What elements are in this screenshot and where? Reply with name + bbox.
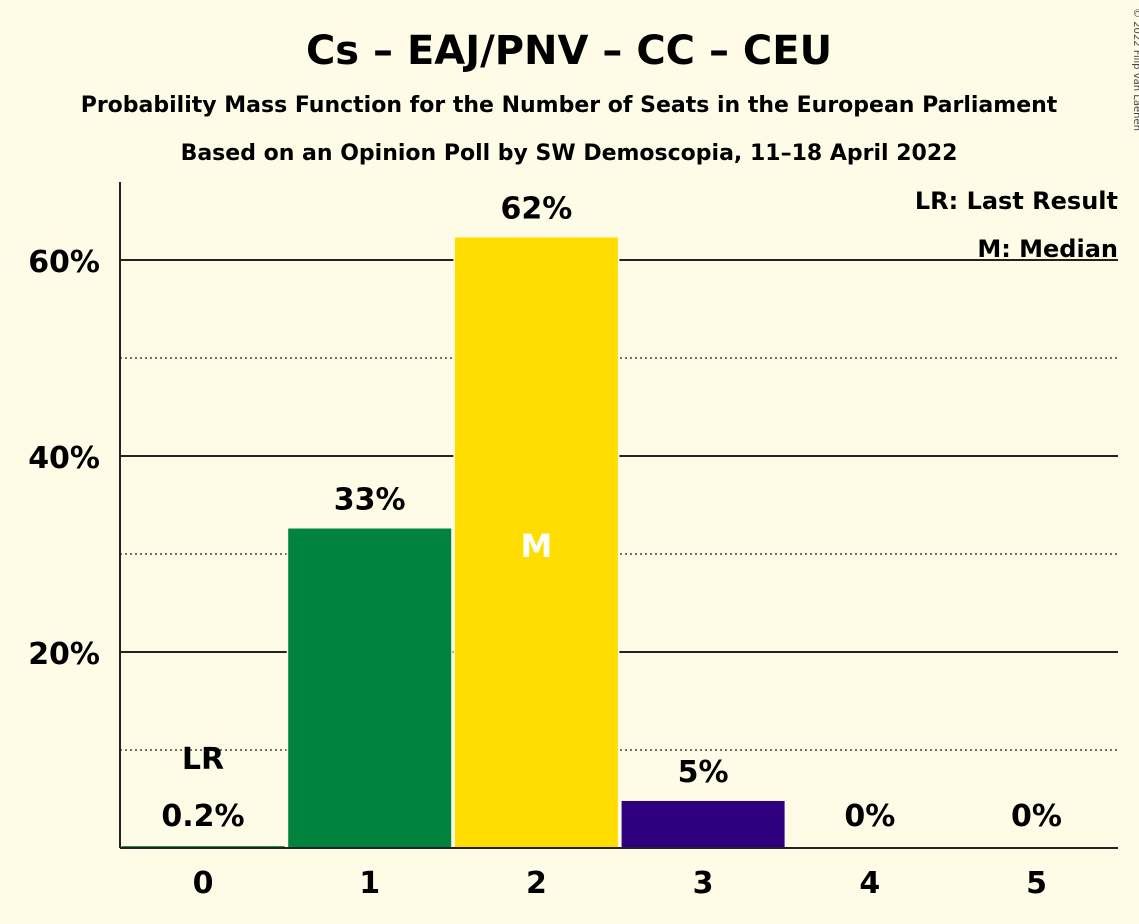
value-label-2: 62% xyxy=(500,191,572,226)
bar-1 xyxy=(288,528,452,848)
x-tick-label-0: 0 xyxy=(193,866,214,901)
legend-last-result: LR: Last Result xyxy=(915,187,1118,215)
last-result-marker: LR xyxy=(182,742,224,777)
gridlines: 20% 40% 60% xyxy=(28,245,1118,751)
value-label-1: 33% xyxy=(334,483,406,518)
y-tick-label: 20% xyxy=(28,637,100,672)
value-label-3: 5% xyxy=(678,755,729,790)
chart-title: Cs – EAJ/PNV – CC – CEU xyxy=(306,28,832,74)
axes xyxy=(119,182,1118,849)
median-marker: M xyxy=(520,527,552,565)
value-label-4: 0% xyxy=(844,799,895,834)
x-tick-label-1: 1 xyxy=(359,866,380,901)
x-tick-label-2: 2 xyxy=(526,866,547,901)
y-tick-label: 40% xyxy=(28,441,100,476)
bars xyxy=(120,235,787,848)
legend-median: M: Median xyxy=(977,235,1118,263)
y-tick-label: 60% xyxy=(28,245,100,280)
x-tick-label-3: 3 xyxy=(693,866,714,901)
bar-2 xyxy=(454,237,618,848)
x-tick-label-4: 4 xyxy=(859,866,880,901)
value-label-0: 0.2% xyxy=(161,799,244,834)
chart-subtitle-poll: Based on an Opinion Poll by SW Demoscopi… xyxy=(181,141,958,166)
value-label-5: 0% xyxy=(1011,799,1062,834)
bar-3 xyxy=(621,800,785,848)
x-tick-label-5: 5 xyxy=(1026,866,1047,901)
data-labels: 0.2% LR 0 33% 1 62% M 2 5% 3 0% 4 0% 5 xyxy=(161,191,1062,901)
chart-subtitle: Probability Mass Function for the Number… xyxy=(81,93,1058,118)
copyright-notice: © 2022 Filip van Laenen xyxy=(1131,8,1139,131)
